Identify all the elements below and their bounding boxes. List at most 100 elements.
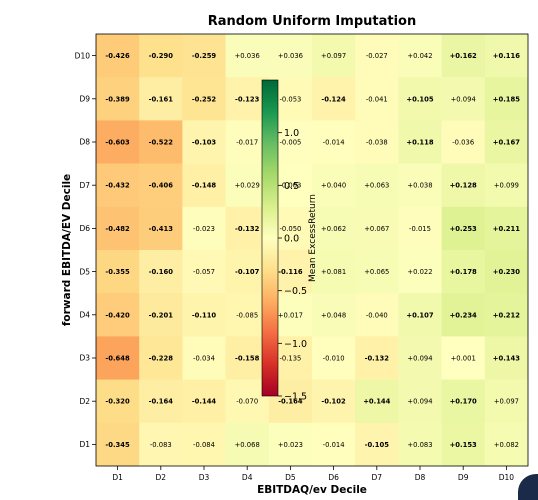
heatmap-cell xyxy=(225,422,270,467)
cell-value-label: -0.164 xyxy=(278,398,303,406)
heatmap-cell xyxy=(312,293,356,337)
heatmap-cell xyxy=(484,250,529,294)
cell-value-label: +0.042 xyxy=(407,52,432,60)
heatmap-cell xyxy=(96,120,140,164)
cell-value-label: +0.001 xyxy=(451,355,476,363)
heatmap-cell xyxy=(441,163,486,208)
heatmap-cell xyxy=(139,163,183,208)
heatmap-cell xyxy=(182,206,226,251)
heatmap-cell xyxy=(312,77,356,121)
cell-value-label: -0.053 xyxy=(279,95,301,103)
y-tick-label: D10 xyxy=(75,51,91,60)
cell-value-label: +0.099 xyxy=(494,182,519,190)
y-tick-label: D6 xyxy=(79,224,90,233)
cell-value-label: +0.212 xyxy=(493,311,520,319)
heatmap-cell xyxy=(182,120,226,164)
cell-value-label: +0.094 xyxy=(407,355,432,363)
cell-value-label: -0.050 xyxy=(279,225,301,233)
heatmap-cell xyxy=(96,336,140,380)
cell-value-label: +0.178 xyxy=(450,268,477,276)
colorbar-tick-label: −1.5 xyxy=(284,392,307,403)
heatmap-cell xyxy=(441,379,486,424)
cell-value-label: -0.105 xyxy=(365,441,390,449)
cell-value-label: +0.062 xyxy=(321,225,346,233)
x-tick-label: D1 xyxy=(112,473,123,482)
cell-value-label: -0.164 xyxy=(149,398,174,406)
heatmap-cell xyxy=(182,163,226,208)
y-tick-label: D4 xyxy=(79,311,90,320)
cell-value-label: +0.065 xyxy=(364,268,389,276)
heatmap-cell xyxy=(96,163,140,208)
cell-value-label: -0.027 xyxy=(366,52,388,60)
heatmap-cell xyxy=(225,34,270,78)
cell-value-label: -0.132 xyxy=(365,355,390,363)
cell-value-label: +0.234 xyxy=(450,311,477,319)
cell-value-label: -0.413 xyxy=(149,225,174,233)
cell-value-label: +0.036 xyxy=(235,52,260,60)
cell-value-label: +0.067 xyxy=(364,225,389,233)
heatmap-cell xyxy=(96,77,140,121)
heatmap-cell xyxy=(355,422,399,467)
heatmap-cell xyxy=(268,422,313,467)
cell-value-label: +0.153 xyxy=(450,441,477,449)
chart-title: Random Uniform Imputation xyxy=(208,14,416,29)
y-tick-label: D8 xyxy=(79,138,90,147)
cell-value-label: -0.040 xyxy=(366,311,388,319)
heatmap-cell xyxy=(398,293,442,337)
cell-value-label: -0.005 xyxy=(279,139,301,147)
cell-value-label: -0.201 xyxy=(149,311,174,319)
heatmap-cell xyxy=(268,34,313,78)
cell-value-label: -0.103 xyxy=(192,139,217,147)
cell-value-label: -0.426 xyxy=(105,52,130,60)
cell-value-label: -0.010 xyxy=(323,355,345,363)
cell-value-label: +0.082 xyxy=(494,441,519,449)
heatmap-cell xyxy=(398,34,442,78)
heatmap-cell xyxy=(355,120,399,164)
cell-value-label: +0.063 xyxy=(364,182,389,190)
x-tick-label: D5 xyxy=(285,473,296,482)
cell-value-label: -0.014 xyxy=(323,139,345,147)
colorbar: 1.0 0.5 0.0 −0.5 −1.0 −1.5 xyxy=(261,79,307,403)
heatmap-cell xyxy=(355,336,399,380)
colorbar-tick-label: 1.0 xyxy=(284,128,299,139)
cell-value-label: -0.038 xyxy=(366,139,388,147)
cell-value-label: +0.144 xyxy=(363,398,390,406)
cell-value-label: -0.603 xyxy=(105,139,130,147)
cell-value-label: -0.041 xyxy=(366,95,388,103)
heatmap-cell xyxy=(182,379,226,424)
x-axis-label: EBITDAQ/ev Decile xyxy=(257,484,367,496)
cell-value-label: +0.167 xyxy=(493,139,520,147)
heatmap-cell xyxy=(139,120,183,164)
heatmap-cell xyxy=(484,422,529,467)
y-tick-label: D2 xyxy=(79,397,90,406)
heatmap-cell xyxy=(355,206,399,251)
cell-value-label: +0.094 xyxy=(451,95,476,103)
cell-value-label: +0.083 xyxy=(407,441,432,449)
cell-value-label: +0.118 xyxy=(406,139,433,147)
heatmap-cell xyxy=(441,120,486,164)
cell-value-label: +0.036 xyxy=(278,52,303,60)
heatmap-cell xyxy=(484,163,529,208)
cell-value-label: -0.259 xyxy=(192,52,217,60)
colorbar-tick-label: 0.5 xyxy=(284,181,299,192)
x-tick-label: D10 xyxy=(499,473,515,482)
heatmap-cell xyxy=(312,422,356,467)
cell-value-label: -0.406 xyxy=(149,182,174,190)
heatmap-cell xyxy=(312,163,356,208)
cell-value-label: -0.085 xyxy=(236,311,258,319)
heatmap-cell xyxy=(139,422,183,467)
x-tick-label: D3 xyxy=(199,473,210,482)
heatmap-cell xyxy=(139,336,183,380)
cell-value-label: -0.057 xyxy=(193,268,215,276)
cell-value-label: -0.003 xyxy=(279,182,301,190)
heatmap-cell xyxy=(96,422,140,467)
colorbar-tick-label: 0.0 xyxy=(284,234,299,245)
heatmap-cell xyxy=(96,379,140,424)
heatmap-cell xyxy=(139,250,183,294)
cell-value-label: -0.036 xyxy=(452,139,474,147)
heatmap-cell xyxy=(182,293,226,337)
heatmap-cell xyxy=(441,422,486,467)
x-tick-label: D9 xyxy=(458,473,469,482)
cell-value-label: -0.648 xyxy=(105,355,130,363)
